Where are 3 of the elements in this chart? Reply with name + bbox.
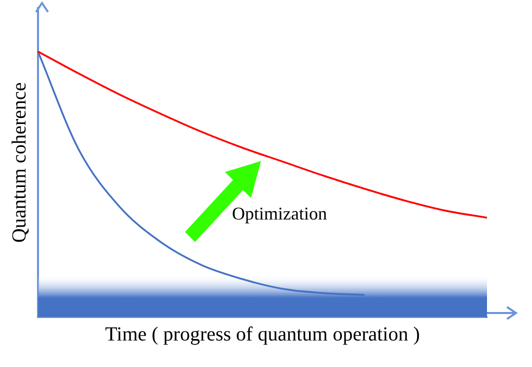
y-axis-title: Quantum coherence <box>8 82 30 243</box>
annotation: Optimization <box>232 204 327 224</box>
x-axis-title: Time ( progress of quantum operation ) <box>105 323 420 346</box>
